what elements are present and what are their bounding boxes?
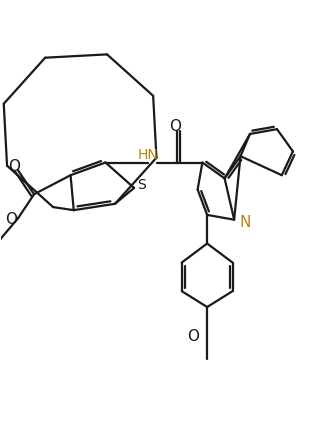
Text: O: O bbox=[169, 118, 182, 133]
Text: N: N bbox=[240, 214, 251, 229]
Text: O: O bbox=[8, 159, 20, 174]
Text: HN: HN bbox=[138, 148, 159, 161]
Text: S: S bbox=[137, 178, 145, 192]
Text: O: O bbox=[5, 211, 17, 226]
Text: O: O bbox=[187, 329, 199, 343]
